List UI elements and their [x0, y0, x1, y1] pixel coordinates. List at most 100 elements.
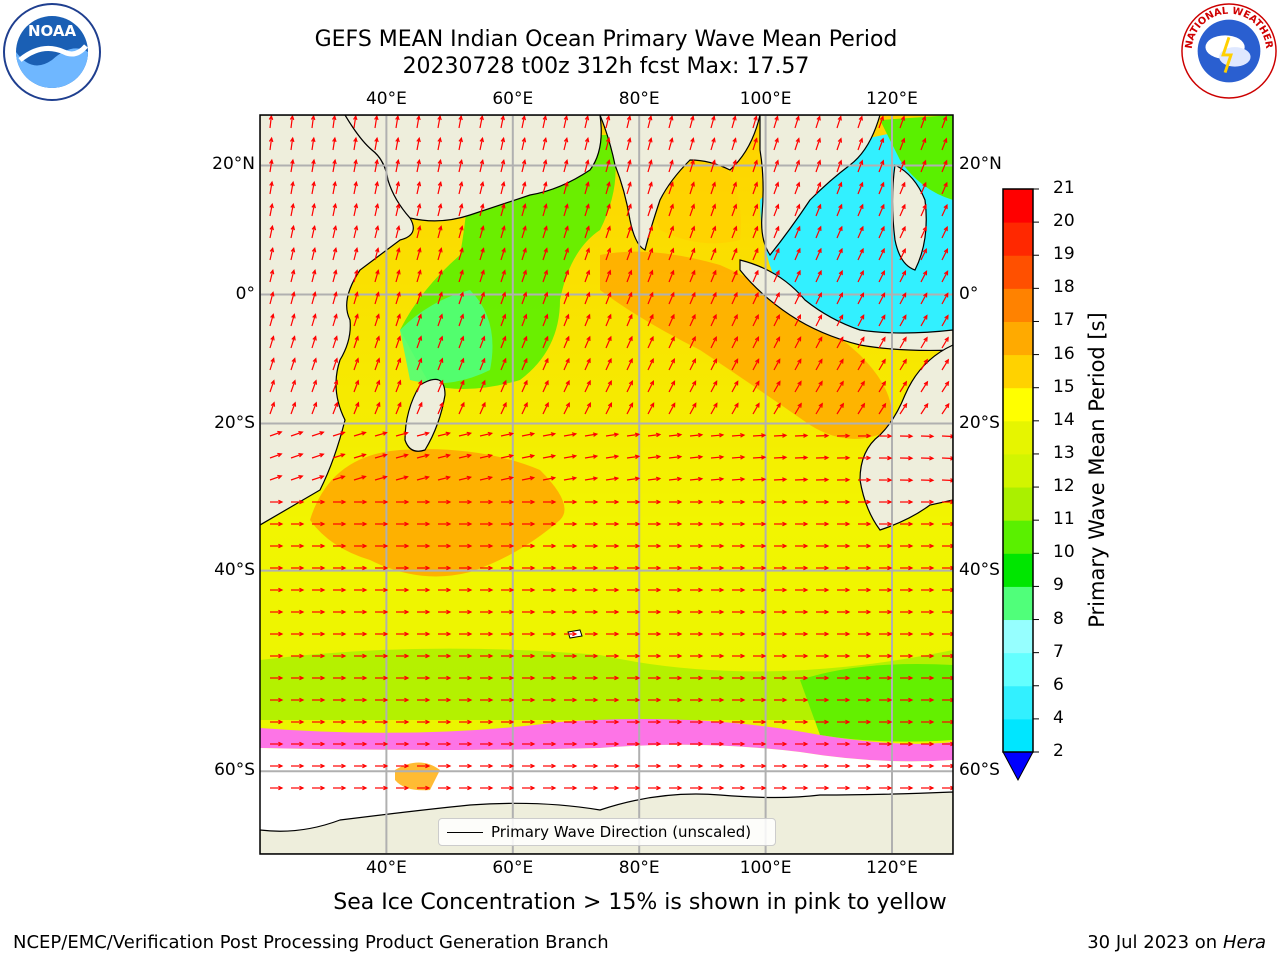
wave-direction-arrowhead — [446, 653, 452, 659]
wave-direction-arrowhead — [341, 697, 347, 703]
wave-direction-arrow — [941, 116, 947, 129]
wave-direction-arrowhead — [340, 475, 346, 480]
wave-direction-arrowhead — [740, 697, 746, 703]
wave-direction-arrow — [290, 292, 295, 305]
wave-direction-arrowhead — [522, 291, 528, 297]
wave-direction-arrowhead — [656, 631, 662, 637]
wave-direction-arrowhead — [333, 291, 338, 297]
wave-direction-arrow — [878, 248, 885, 261]
wave-direction-arrow — [941, 293, 949, 305]
wave-direction-arrowhead — [467, 609, 473, 615]
wave-direction-arrow — [269, 314, 274, 327]
wave-direction-arrow — [374, 358, 380, 371]
wave-direction-arrow — [920, 116, 926, 129]
wave-direction-arrowhead — [866, 543, 872, 549]
wave-direction-arrow — [752, 456, 766, 459]
wave-direction-arrow — [626, 292, 633, 305]
wave-direction-arrowhead — [354, 379, 360, 385]
wave-direction-arrow — [500, 226, 505, 239]
wave-direction-arrowhead — [845, 763, 851, 769]
wave-direction-arrowhead — [458, 158, 464, 165]
wave-direction-arrowhead — [922, 270, 928, 276]
wave-direction-arrow — [563, 226, 569, 239]
wave-direction-arrow — [374, 292, 380, 305]
wave-direction-arrowhead — [488, 631, 494, 637]
wave-direction-arrowhead — [950, 434, 953, 439]
wave-direction-arrow — [920, 204, 927, 217]
wave-direction-arrowhead — [383, 499, 389, 505]
wave-direction-arrowhead — [565, 379, 570, 386]
wave-direction-arrowhead — [733, 358, 739, 364]
wave-direction-arrowhead — [460, 357, 465, 363]
wave-direction-arrow — [458, 292, 464, 305]
wave-direction-arrowhead — [719, 543, 725, 549]
wave-direction-arrow — [626, 182, 632, 195]
wave-direction-arrow — [815, 226, 822, 239]
wave-direction-arrow — [899, 293, 907, 305]
wave-direction-arrowhead — [648, 181, 653, 187]
wave-direction-arrow — [332, 453, 345, 459]
wave-direction-arrowhead — [923, 358, 928, 364]
wave-direction-arrowhead — [718, 432, 725, 438]
wave-direction-arrow — [794, 381, 802, 393]
wave-direction-arrowhead — [880, 203, 885, 209]
wave-direction-arrowhead — [845, 521, 851, 527]
wave-direction-arrow — [458, 248, 464, 261]
longitude-tick-label: 80°E — [618, 858, 660, 878]
wave-direction-arrowhead — [887, 455, 893, 461]
wave-direction-arrow — [941, 160, 948, 173]
wave-direction-arrowhead — [797, 358, 802, 364]
wave-direction-arrowhead — [944, 292, 949, 298]
wave-direction-arrow — [920, 337, 928, 349]
wave-direction-arrow — [626, 226, 632, 239]
wave-direction-arrow — [437, 182, 442, 195]
wave-direction-arrow — [311, 336, 317, 349]
wave-direction-arrow — [731, 434, 745, 437]
wave-direction-arrowhead — [543, 269, 549, 275]
wave-direction-arrow — [269, 431, 282, 437]
wave-direction-arrow — [899, 160, 905, 173]
colorbar-tick-label: 2 — [1053, 741, 1064, 761]
wave-direction-arrow — [941, 138, 947, 151]
wave-direction-arrowhead — [320, 499, 326, 505]
wave-direction-arrowhead — [950, 521, 953, 527]
wave-direction-arrow — [542, 380, 549, 393]
wave-direction-arrowhead — [481, 357, 486, 363]
wave-direction-arrowhead — [740, 763, 746, 769]
wave-direction-arrow — [500, 432, 513, 437]
wave-direction-arrowhead — [740, 631, 746, 637]
wave-direction-arrowhead — [929, 741, 935, 747]
wave-direction-arrowhead — [269, 246, 275, 253]
wave-direction-arrowhead — [542, 136, 548, 143]
colorbar-segment — [1003, 321, 1033, 356]
map-legend: Primary Wave Direction (unscaled) — [438, 818, 776, 846]
wave-direction-arrowhead — [732, 203, 738, 209]
wave-direction-arrow — [878, 160, 884, 173]
wave-direction-arrow — [290, 182, 294, 195]
wave-direction-arrow — [353, 292, 358, 305]
wave-direction-arrowhead — [544, 335, 549, 341]
wave-direction-arrow — [710, 182, 716, 195]
wave-direction-arrowhead — [593, 719, 599, 725]
wave-direction-arrow — [311, 475, 324, 481]
wave-direction-arrowhead — [522, 269, 527, 275]
wave-direction-arrowhead — [866, 499, 872, 505]
wave-direction-arrow — [332, 336, 338, 349]
wave-direction-arrowhead — [488, 697, 494, 703]
colorbar-segment — [1003, 222, 1033, 256]
wave-direction-arrow — [731, 138, 737, 151]
wave-direction-arrowhead — [796, 203, 801, 209]
wave-direction-arrowhead — [278, 675, 284, 681]
wave-direction-arrow — [542, 314, 548, 327]
wave-direction-arrowhead — [488, 653, 494, 659]
wave-direction-arrowhead — [908, 697, 914, 703]
wave-direction-arrowhead — [950, 675, 953, 681]
wave-direction-arrow — [668, 270, 675, 283]
wave-direction-arrowhead — [866, 587, 872, 593]
wave-direction-arrow — [878, 182, 885, 195]
graticule — [260, 115, 953, 854]
wave-direction-arrow — [374, 380, 380, 393]
wave-direction-arrowhead — [698, 521, 704, 527]
wave-direction-arrow — [437, 116, 441, 129]
wave-direction-arrow — [500, 314, 506, 327]
